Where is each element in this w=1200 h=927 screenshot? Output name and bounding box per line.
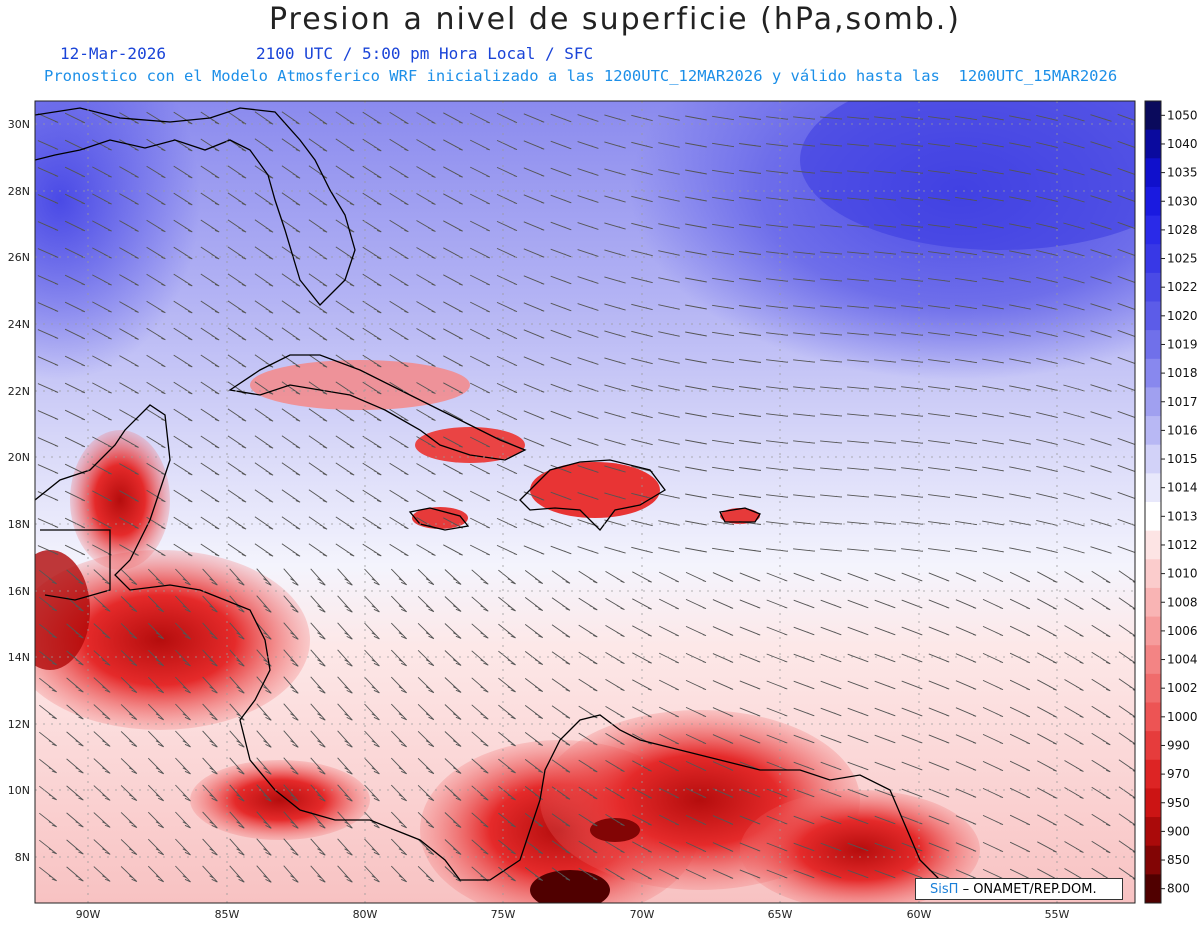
colorbar-label: 1008 — [1167, 595, 1198, 609]
colorbar-label: 1040 — [1167, 137, 1198, 151]
colorbar-label: 1019 — [1167, 337, 1198, 351]
colorbar-label: 850 — [1167, 853, 1190, 867]
lon-tick-label: 90W — [76, 908, 101, 921]
lon-tick-label: 60W — [907, 908, 932, 921]
colorbar-label: 1020 — [1167, 309, 1198, 323]
colorbar-label: 1004 — [1167, 653, 1198, 667]
high-pressure-northwest — [35, 101, 200, 380]
colorbar-label: 1002 — [1167, 681, 1198, 695]
lon-tick-label: 75W — [491, 908, 516, 921]
lat-tick-label: 28N — [8, 185, 30, 198]
colorbar-label: 900 — [1167, 824, 1190, 838]
colorbar-label: 1018 — [1167, 366, 1198, 380]
forecast-note: Pronostico con el Modelo Atmosferico WRF… — [44, 67, 1118, 85]
longitude-axis: 90W 85W 80W 75W 70W 65W 60W 55W — [76, 908, 1070, 921]
colorbar-label: 1000 — [1167, 710, 1198, 724]
colorbar-swatch — [1145, 788, 1161, 818]
colorbar-swatch — [1145, 845, 1161, 875]
colorbar-swatch — [1145, 874, 1161, 904]
colorbar-swatch — [1145, 272, 1161, 302]
chart-title: Presion a nivel de superficie (hPa,somb.… — [268, 2, 962, 37]
colorbar: 1050 1040 1035 1030 1028 1025 1022 1020 1019 1018… — [1144, 100, 1198, 904]
sispi-logo: SisΠ — [930, 882, 959, 897]
colorbar-label: 950 — [1167, 796, 1190, 810]
lat-tick-label: 14N — [8, 651, 30, 664]
colorbar-swatch — [1145, 301, 1161, 331]
colorbar-label: 1035 — [1167, 166, 1198, 180]
colorbar-swatch — [1145, 444, 1161, 474]
graticule — [35, 101, 1135, 903]
latitude-axis: 30N 28N 26N 24N 22N 20N 18N 16N 14N 12N … — [8, 118, 30, 864]
colorbar-swatch — [1145, 731, 1161, 761]
colorbar-swatch — [1145, 129, 1161, 159]
colorbar-swatch — [1145, 530, 1161, 560]
colorbar-label: 1013 — [1167, 509, 1198, 523]
colorbar-label: 1016 — [1167, 423, 1198, 437]
colorbar-label: 1010 — [1167, 567, 1198, 581]
colorbar-label: 1017 — [1167, 395, 1198, 409]
colorbar-swatch — [1145, 215, 1161, 245]
lon-tick-label: 70W — [630, 908, 655, 921]
colorbar-swatch — [1145, 502, 1161, 532]
lon-tick-label: 80W — [353, 908, 378, 921]
colorbar-swatch — [1145, 645, 1161, 675]
low-central-america — [35, 550, 310, 730]
lat-tick-label: 16N — [8, 585, 30, 598]
colorbar-label: 1014 — [1167, 481, 1198, 495]
lat-tick-label: 18N — [8, 518, 30, 531]
colorbar-label: 990 — [1167, 738, 1190, 752]
colorbar-swatch — [1145, 101, 1161, 131]
lat-tick-label: 8N — [15, 851, 30, 864]
colorbar-swatch — [1145, 587, 1161, 618]
colorbar-swatch — [1145, 473, 1161, 503]
colorbar-label: 1030 — [1167, 194, 1198, 208]
colorbar-swatch — [1145, 759, 1161, 789]
colorbar-swatch — [1145, 559, 1161, 589]
colorbar-swatch — [1145, 330, 1161, 360]
colorbar-label: 1006 — [1167, 624, 1198, 638]
wind-barbs — [37, 111, 1135, 883]
lon-tick-label: 55W — [1045, 908, 1070, 921]
colorbar-label: 970 — [1167, 767, 1190, 781]
colorbar-label: 1028 — [1167, 223, 1198, 237]
colorbar-label: 1015 — [1167, 452, 1198, 466]
colorbar-swatch — [1145, 158, 1161, 188]
lat-tick-label: 22N — [8, 385, 30, 398]
colorbar-label: 800 — [1167, 882, 1190, 896]
valid-time: 2100 UTC / 5:00 pm Hora Local / SFC — [256, 44, 594, 63]
colorbar-swatch — [1145, 358, 1161, 388]
colorbar-label: 1022 — [1167, 280, 1198, 294]
lon-tick-label: 85W — [215, 908, 240, 921]
colorbar-swatch — [1145, 673, 1161, 703]
colorbar-swatch — [1145, 817, 1161, 847]
lat-tick-label: 10N — [8, 784, 30, 797]
lat-tick-label: 26N — [8, 251, 30, 264]
colorbar-swatch — [1145, 186, 1161, 217]
colorbar-label: 1025 — [1167, 252, 1198, 266]
lat-tick-label: 30N — [8, 118, 30, 131]
colorbar-swatch — [1145, 244, 1161, 274]
colorbar-label: 1012 — [1167, 538, 1198, 552]
colorbar-swatch — [1145, 387, 1161, 417]
lat-tick-label: 20N — [8, 451, 30, 464]
lat-tick-label: 24N — [8, 318, 30, 331]
colorbar-swatch — [1145, 416, 1161, 446]
colorbar-swatch — [1145, 616, 1161, 646]
colorbar-label: 1050 — [1167, 108, 1198, 122]
lon-tick-label: 65W — [768, 908, 793, 921]
credit-text: – ONAMET/REP.DOM. — [962, 882, 1097, 897]
credit-box: SisΠ – ONAMET/REP.DOM. — [915, 878, 1123, 900]
lat-tick-label: 12N — [8, 718, 30, 731]
forecast-date: 12-Mar-2026 — [60, 44, 166, 63]
colorbar-swatch — [1145, 702, 1161, 732]
